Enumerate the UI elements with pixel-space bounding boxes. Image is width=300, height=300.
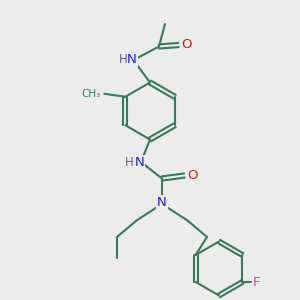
Text: F: F	[253, 275, 260, 289]
Text: N: N	[157, 196, 167, 209]
Text: H: H	[118, 53, 127, 66]
Text: N: N	[127, 53, 137, 66]
Text: O: O	[187, 169, 197, 182]
Text: CH₃: CH₃	[82, 89, 101, 99]
Text: O: O	[181, 38, 191, 52]
Text: H: H	[125, 155, 134, 169]
Text: N: N	[135, 155, 144, 169]
